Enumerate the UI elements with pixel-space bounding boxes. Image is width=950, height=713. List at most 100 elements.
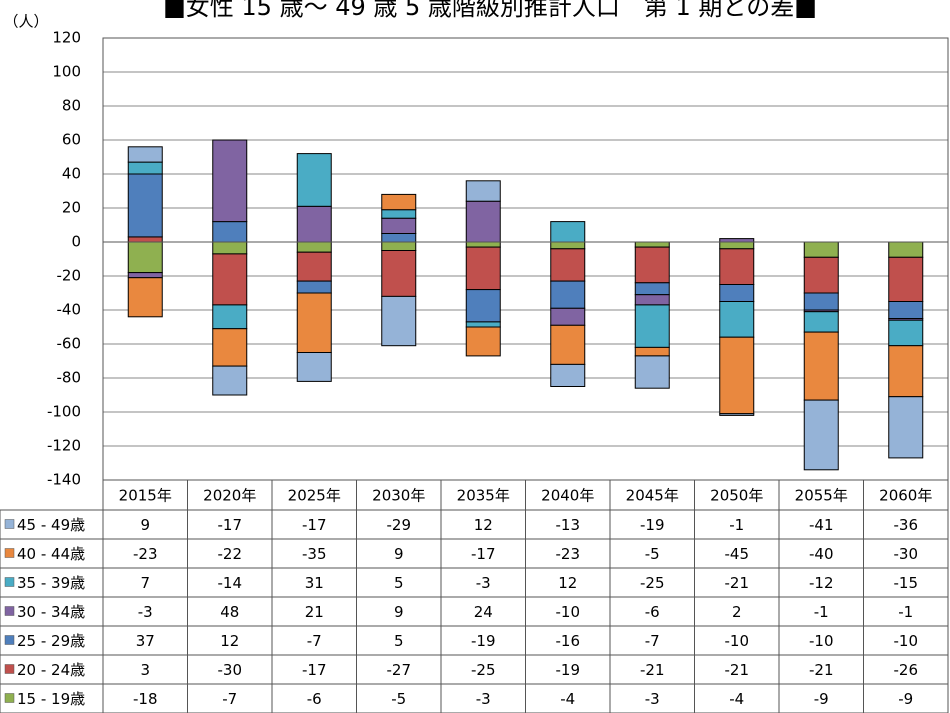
y-tick-label: 40 <box>62 165 81 183</box>
bar-segment <box>296 352 332 382</box>
bar-segment <box>888 256 924 302</box>
table-value: -36 <box>894 516 919 534</box>
table-value: 2 <box>732 603 742 621</box>
table-value: -29 <box>387 516 412 534</box>
legend-label: 25 - 29歳 <box>17 632 85 650</box>
y-tick-label: -140 <box>47 471 81 489</box>
table-value: -10 <box>894 632 919 650</box>
y-tick-label: -80 <box>57 369 82 387</box>
bar-segment <box>212 365 248 396</box>
bar-segment <box>381 193 417 211</box>
bar-segment <box>550 324 586 365</box>
y-tick-label: 60 <box>62 131 81 149</box>
x-tick-label: 2040年 <box>541 487 594 505</box>
bar-segment <box>888 301 924 319</box>
bar-segment <box>212 241 248 255</box>
bar-segment <box>381 241 417 251</box>
bar-segment <box>634 246 670 284</box>
table-value: -12 <box>809 574 834 592</box>
table-value: 9 <box>140 516 150 534</box>
legend-swatch <box>4 664 15 674</box>
bar-segment <box>634 355 670 389</box>
chart-title: ■女性 15 歳～ 49 歳 5 歳階級別推計人口 第 1 期との差■ <box>163 0 817 21</box>
x-tick-label: 2035年 <box>457 487 510 505</box>
legend-label: 35 - 39歳 <box>17 574 85 592</box>
bar-segment <box>634 241 670 248</box>
table-value: 9 <box>394 603 404 621</box>
legend-swatch <box>4 519 15 529</box>
table-value: -10 <box>725 632 750 650</box>
table-value: -25 <box>640 574 665 592</box>
bar-segment <box>381 217 417 234</box>
bar-segment <box>888 345 924 398</box>
bar-segment <box>719 413 755 416</box>
bar-segment <box>127 161 163 175</box>
bar-segment <box>719 336 755 415</box>
table-value: 37 <box>136 632 155 650</box>
table-value: -3 <box>138 603 153 621</box>
y-axis-unit: （人） <box>3 13 48 31</box>
bar-segment <box>212 253 248 306</box>
table-value: -23 <box>133 545 158 563</box>
x-tick-label: 2030年 <box>372 487 425 505</box>
bar-segment <box>296 205 332 243</box>
y-tick-label: -100 <box>47 403 81 421</box>
legend-label: 40 - 44歳 <box>17 545 85 563</box>
table-value: 9 <box>394 545 404 563</box>
table-value: -17 <box>302 661 327 679</box>
table-value: -5 <box>645 545 660 563</box>
table-value: -7 <box>645 632 660 650</box>
legend-swatch <box>4 548 15 558</box>
bar-segment <box>888 319 924 347</box>
table-value: -6 <box>307 690 322 708</box>
table-value: -19 <box>471 632 496 650</box>
bar-segment <box>465 241 501 248</box>
legend-swatch <box>4 577 15 587</box>
y-tick-label: 120 <box>52 29 81 47</box>
table-value: -35 <box>302 545 327 563</box>
bar-segment <box>381 250 417 297</box>
bar-segment <box>212 328 248 367</box>
table-value: -13 <box>556 516 581 534</box>
table-value: -15 <box>894 574 919 592</box>
bar-segment <box>803 311 839 333</box>
table-value: -40 <box>809 545 834 563</box>
x-tick-label: 2025年 <box>288 487 341 505</box>
table-value: 21 <box>305 603 324 621</box>
table-value: -19 <box>640 516 665 534</box>
bar-segment <box>127 241 163 274</box>
bar-segment <box>381 233 417 243</box>
table-value: -14 <box>218 574 243 592</box>
table-value: -17 <box>302 516 327 534</box>
bar-segment <box>719 241 755 250</box>
table-value: -25 <box>471 661 496 679</box>
table-value: 7 <box>140 574 150 592</box>
table-value: -30 <box>218 661 243 679</box>
table-value: -10 <box>809 632 834 650</box>
table-value: 12 <box>474 516 493 534</box>
bar-segment <box>212 139 248 223</box>
bar-segment <box>719 238 755 243</box>
x-tick-label: 2045年 <box>626 487 679 505</box>
table-value: -16 <box>556 632 581 650</box>
legend-label: 30 - 34歳 <box>17 603 85 621</box>
bar-segment <box>296 251 332 282</box>
legend-label: 15 - 19歳 <box>17 690 85 708</box>
bar-segment <box>127 173 163 238</box>
table-value: -21 <box>725 574 750 592</box>
table-value: -4 <box>729 690 744 708</box>
table-value: -6 <box>645 603 660 621</box>
table-value: 12 <box>220 632 239 650</box>
y-tick-label: 20 <box>62 199 81 217</box>
table-value: -7 <box>222 690 237 708</box>
table-value: -18 <box>133 690 158 708</box>
bar-segment <box>465 326 501 357</box>
legend-label: 20 - 24歳 <box>17 661 85 679</box>
table-value: -22 <box>218 545 243 563</box>
table-value: -30 <box>894 545 919 563</box>
table-value: 24 <box>474 603 493 621</box>
table-value: 12 <box>558 574 577 592</box>
bar-segment <box>212 304 248 330</box>
table-value: -45 <box>725 545 750 563</box>
bar-segment <box>127 272 163 279</box>
